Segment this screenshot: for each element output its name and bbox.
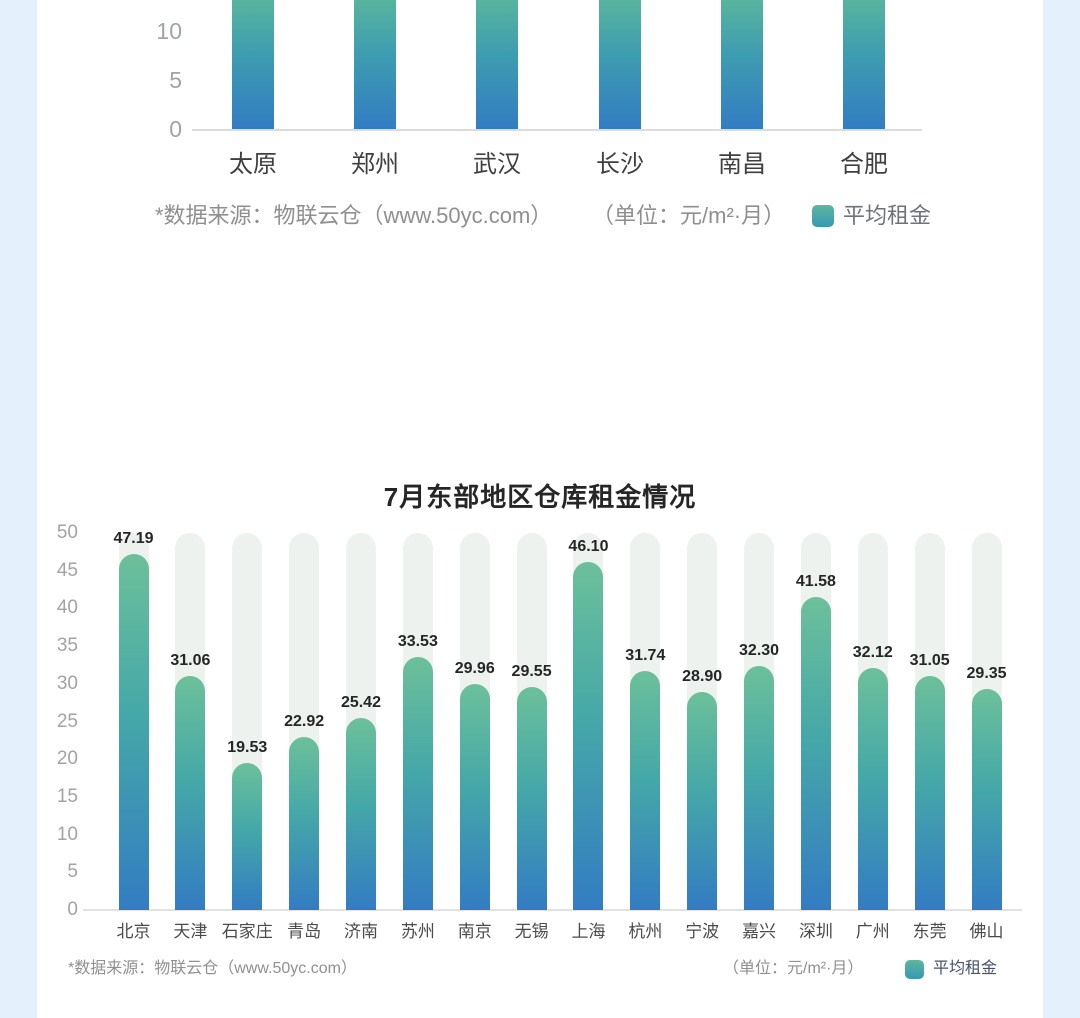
top-chart-plot-area: 10 5 0 [0,0,1080,142]
bottom-x-label-广州: 广州 [855,922,890,941]
bar-宁波 [687,692,718,910]
bar-青岛 [289,737,320,910]
bar-无锡 [516,687,547,910]
bottom-y-tick-label: 10 [56,823,78,845]
bar-深圳 [800,596,831,910]
bar-value-济南: 25.42 [340,694,381,712]
bar-value-苏州: 33.53 [397,633,438,651]
bar-value-青岛: 22.92 [284,713,325,731]
bar-value-天津: 31.06 [170,651,211,669]
bottom-x-label-嘉兴: 嘉兴 [742,922,777,941]
top-bar-长沙 [599,0,641,129]
bar-南京 [459,684,490,910]
bottom-data-source-note: *数据来源：物联云仓（www.50yc.com） [68,960,357,977]
top-bar-郑州 [354,0,396,129]
bar-天津 [175,675,206,910]
bar-value-宁波: 28.90 [682,668,723,686]
bar-value-石家庄: 19.53 [227,738,268,756]
bottom-y-tick-label: 5 [67,861,78,883]
top-data-source-note: *数据来源：物联云仓（www.50yc.com） [155,203,553,228]
top-legend-label: 平均租金 [843,203,932,228]
bottom-x-label-上海: 上海 [571,922,606,941]
bar-value-南京: 29.96 [454,660,495,678]
bottom-x-label-天津: 天津 [173,922,208,941]
top-bar-南昌 [721,0,763,129]
top-chart-footer: *数据来源：物联云仓（www.50yc.com） （单位：元/m²·月） 平均租… [0,201,1080,231]
top-y-tick-label: 0 [169,116,182,142]
bottom-y-tick-label: 0 [67,899,78,920]
bottom-x-label-南京: 南京 [457,922,492,941]
bar-value-嘉兴: 32.30 [739,642,780,660]
bottom-y-tick-label: 15 [56,785,78,807]
top-legend-swatch-icon [812,205,834,227]
bottom-unit-note: （单位：元/m²·月） [723,960,864,977]
bar-上海 [573,562,604,910]
top-y-tick-label: 10 [156,18,182,44]
bar-东莞 [914,675,945,910]
bottom-y-tick-label: 35 [56,635,78,657]
bar-value-无锡: 29.55 [511,663,552,681]
bottom-y-tick-label: 25 [56,710,78,732]
bottom-x-label-深圳: 深圳 [798,922,833,941]
bottom-x-label-杭州: 杭州 [628,922,663,941]
bar-value-东莞: 31.05 [909,651,950,669]
bottom-y-tick-label: 40 [56,597,78,619]
bar-value-广州: 32.12 [852,643,893,661]
bar-value-上海: 46.10 [568,538,609,556]
top-y-tick-label: 5 [169,67,182,93]
bottom-x-label-宁波: 宁波 [685,922,720,941]
bottom-y-tick-label: 30 [56,672,78,694]
bottom-legend-label: 平均租金 [933,960,998,977]
bar-苏州 [402,657,433,910]
top-unit-note: （单位：元/m²·月） [592,203,786,228]
page-right-margin [1043,0,1080,1018]
bar-value-北京: 47.19 [113,530,154,548]
bar-value-佛山: 29.35 [966,664,1007,682]
bottom-x-label-佛山: 佛山 [969,922,1004,941]
bottom-x-label-无锡: 无锡 [514,922,549,941]
bottom-y-tick-label: 20 [56,748,78,770]
bar-济南 [345,718,376,910]
bar-嘉兴 [744,666,775,910]
top-bar-合肥 [843,0,885,129]
bottom-legend-swatch-icon [905,960,924,979]
bar-石家庄 [232,762,263,910]
top-x-label-太原: 太原 [229,151,277,178]
bottom-x-label-东莞: 东莞 [912,922,947,941]
bar-value-深圳: 41.58 [795,572,836,590]
bottom-x-label-石家庄: 石家庄 [221,922,273,941]
bottom-y-tick-label: 45 [56,559,78,581]
bar-广州 [857,667,888,910]
top-bar-武汉 [476,0,518,129]
bottom-x-label-济南: 济南 [343,922,378,941]
bottom-x-label-青岛: 青岛 [287,922,322,941]
top-x-label-长沙: 长沙 [596,151,644,178]
bottom-y-tick-label: 50 [56,522,78,543]
bar-杭州 [630,670,661,910]
bottom-chart-plot-area: 50 45 40 35 30 25 20 15 10 5 0 47.19 31.06 19.53 22.92… [0,522,1080,920]
chart-title: 7月东部地区仓库租金情况 [383,481,697,512]
bar-佛山 [971,688,1002,910]
bar-北京 [118,554,149,910]
bottom-chart-x-axis-line [83,909,1022,911]
top-chart-x-axis-line [192,129,922,131]
top-x-label-南昌: 南昌 [718,151,766,178]
page-left-margin [0,0,37,1018]
bottom-chart-footer: *数据来源：物联云仓（www.50yc.com） （单位：元/m²·月） 平均租… [0,954,1080,984]
top-x-label-武汉: 武汉 [473,151,521,178]
bottom-x-label-苏州: 苏州 [400,922,435,941]
top-x-label-合肥: 合肥 [840,151,888,178]
top-bar-太原 [232,0,274,129]
bar-value-杭州: 31.74 [625,646,666,664]
bottom-x-label-北京: 北京 [116,922,151,941]
top-x-label-郑州: 郑州 [351,151,399,178]
